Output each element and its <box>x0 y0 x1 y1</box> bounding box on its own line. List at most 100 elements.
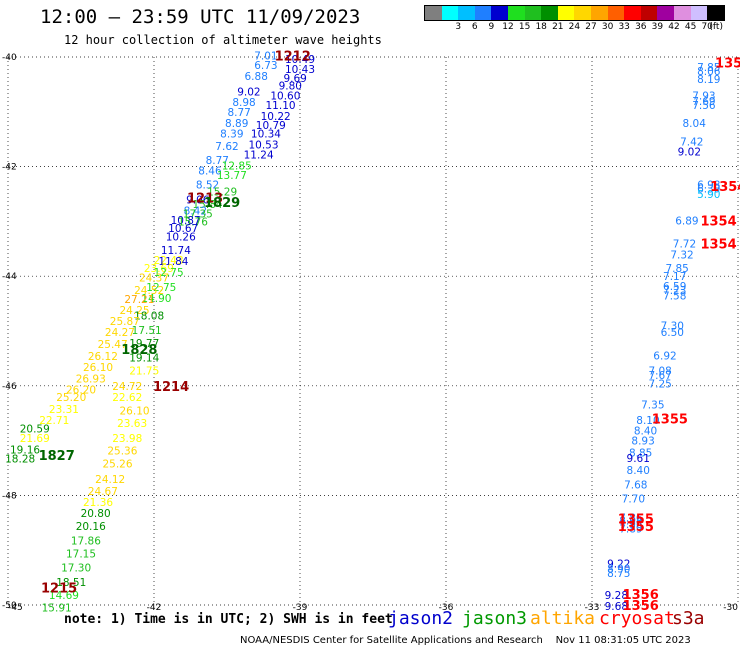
wave-height-point: 15.91 <box>42 603 72 615</box>
wave-height-point: 24.37 <box>139 272 169 284</box>
page-title: 12:00 — 23:59 UTC 11/09/2023 <box>40 6 361 28</box>
wave-height-point: 19.77 <box>129 338 159 350</box>
color-scale-label: 9 <box>488 22 495 32</box>
wave-height-point: 11.84 <box>158 256 188 268</box>
color-scale-cell <box>425 6 442 20</box>
wave-height-point: 17.15 <box>66 548 96 560</box>
wave-height-point: 17.51 <box>132 325 162 337</box>
pass-time-label: 1355 <box>618 512 654 527</box>
color-scale-cell <box>458 6 475 20</box>
pass-time-label: 1215 <box>41 581 77 596</box>
pass-time-label: 1354 <box>710 180 740 195</box>
wave-height-point: 8.40 <box>634 426 657 438</box>
wave-height-point: 7.86 <box>619 512 643 524</box>
wave-height-point: 10.79 <box>256 120 286 132</box>
pass-time-label: 1214 <box>153 380 189 395</box>
color-scale-cell <box>491 6 508 20</box>
wave-height-point: 25.87 <box>110 316 140 328</box>
wave-height-point: 19.14 <box>129 352 159 364</box>
wave-height-point: 26.10 <box>120 405 150 417</box>
wave-height-point: 12.75 <box>146 282 176 294</box>
wave-height-point: 8.93 <box>631 436 654 448</box>
pass-time-label: 1827 <box>39 449 75 464</box>
wave-height-point: 8.04 <box>683 118 707 130</box>
wave-height-point: 10.34 <box>251 129 281 141</box>
wave-height-point: 7.01 <box>254 50 277 62</box>
color-scale-label: 12 <box>502 22 514 32</box>
pass-time-label: 1828 <box>121 343 157 358</box>
wave-height-point: 7.93 <box>692 90 715 102</box>
wave-height-point: 8.77 <box>227 107 250 119</box>
wave-height-point: 8.19 <box>697 74 720 86</box>
color-scale-label: 6 <box>471 22 478 32</box>
color-scale-label: 70 <box>701 22 713 32</box>
color-scale-cell <box>557 6 575 20</box>
wave-height-point: 7.25 <box>648 379 671 391</box>
wave-height-point: 23.98 <box>112 433 142 445</box>
wave-height-point: 7.42 <box>680 136 703 148</box>
x-tick-label: -36 <box>439 603 454 613</box>
wave-height-point: 12.85 <box>222 161 252 173</box>
satellite-legend-altika: altika <box>530 608 596 629</box>
wave-height-point: 6.92 <box>653 351 676 363</box>
wave-height-point: 26.93 <box>76 374 106 386</box>
wave-height-point: 9.61 <box>627 453 650 465</box>
wave-height-point: 8.06 <box>697 66 721 78</box>
wave-height-point: 8.39 <box>220 129 243 141</box>
wave-height-point: 24.27 <box>105 327 135 339</box>
wave-height-point: 21.69 <box>20 433 50 445</box>
color-scale-cell <box>441 6 459 20</box>
wave-height-point: 10.87 <box>171 215 201 227</box>
color-scale-cell <box>657 6 674 20</box>
color-scale-cell <box>524 6 542 20</box>
x-tick-label: -45 <box>8 603 23 613</box>
satellite-legend-cryosat: cryosat <box>599 608 675 629</box>
wave-height-point: 9.28 <box>605 590 628 602</box>
wave-height-point: 8.04 <box>619 516 643 528</box>
wave-height-point: 15.84 <box>193 199 223 211</box>
satellite-legend-jason2: jason2 <box>388 608 454 629</box>
wave-height-point: 8.89 <box>225 118 248 130</box>
wave-height-point: 6.98 <box>697 180 720 192</box>
wave-height-point: 23.31 <box>49 404 79 416</box>
wave-height-point: 12.75 <box>154 267 184 279</box>
wave-height-point: 7.62 <box>215 141 238 153</box>
y-tick-label: -46 <box>2 382 17 392</box>
pass-time-label: 1354 <box>700 214 736 229</box>
wave-height-point: 7.08 <box>648 365 671 377</box>
color-scale-cell <box>640 6 658 20</box>
wave-height-point: 11.24 <box>244 150 274 162</box>
color-scale-label: 3 <box>455 22 462 32</box>
wave-height-point: 7.35 <box>641 399 664 411</box>
wave-height-point: 7.17 <box>663 271 686 283</box>
wave-height-point: 8.85 <box>629 448 652 460</box>
wave-height-point: 19.16 <box>10 444 40 456</box>
pass-time-label: 1354 <box>715 56 740 71</box>
color-scale-label: 18 <box>535 22 547 32</box>
page-subtitle: 12 hour collection of altimeter wave hei… <box>64 33 382 47</box>
wave-height-point: 10.22 <box>261 111 291 123</box>
wave-height-point: 9.69 <box>283 73 306 85</box>
wave-height-point: 8.90 <box>607 563 630 575</box>
color-scale-cell <box>607 6 625 20</box>
wave-height-point: 26.10 <box>83 362 113 374</box>
wave-height-point: 25.20 <box>56 392 86 404</box>
wave-height-point: 26.12 <box>88 351 118 363</box>
wave-height-point: 27.21 <box>124 294 154 306</box>
wave-height-point: 8.46 <box>198 165 222 177</box>
wave-height-point: 25.47 <box>98 339 128 351</box>
wave-height-point: 9.02 <box>237 87 260 99</box>
color-scale-cell <box>507 6 525 20</box>
y-tick-label: -44 <box>2 272 17 282</box>
wave-height-point: 10.60 <box>270 90 300 102</box>
wave-height-point: 8.40 <box>627 465 650 477</box>
wave-height-point: 26.20 <box>66 385 96 397</box>
wave-height-point: 6.59 <box>663 281 686 293</box>
color-scale-unit: (ft) <box>709 22 723 32</box>
wave-height-point: 25.36 <box>107 445 137 457</box>
wave-height-point: 7.23 <box>663 285 686 297</box>
wave-height-point: 8.52 <box>196 180 219 192</box>
wave-height-point: 18.28 <box>5 454 35 466</box>
color-scale-cell <box>574 6 591 20</box>
wave-height-point: 22.62 <box>112 392 142 404</box>
